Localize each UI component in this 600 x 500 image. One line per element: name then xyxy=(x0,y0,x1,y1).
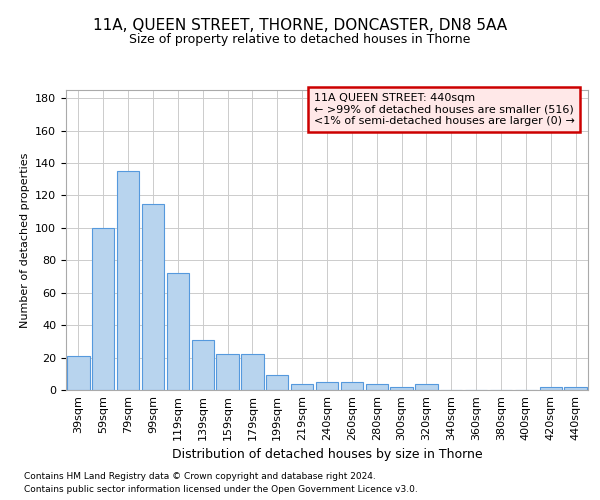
Bar xyxy=(391,387,413,390)
Bar xyxy=(92,228,115,390)
Bar xyxy=(365,384,388,390)
Text: 11A QUEEN STREET: 440sqm
← >99% of detached houses are smaller (516)
<1% of semi: 11A QUEEN STREET: 440sqm ← >99% of detac… xyxy=(314,93,575,126)
Bar xyxy=(341,382,363,390)
Bar xyxy=(415,384,437,390)
Y-axis label: Number of detached properties: Number of detached properties xyxy=(20,152,29,328)
Bar xyxy=(117,171,139,390)
Bar xyxy=(316,382,338,390)
Bar xyxy=(167,273,189,390)
Bar xyxy=(291,384,313,390)
Bar xyxy=(539,387,562,390)
Bar xyxy=(565,387,587,390)
Text: Size of property relative to detached houses in Thorne: Size of property relative to detached ho… xyxy=(130,32,470,46)
Bar xyxy=(217,354,239,390)
Text: 11A, QUEEN STREET, THORNE, DONCASTER, DN8 5AA: 11A, QUEEN STREET, THORNE, DONCASTER, DN… xyxy=(93,18,507,32)
Bar xyxy=(241,354,263,390)
X-axis label: Distribution of detached houses by size in Thorne: Distribution of detached houses by size … xyxy=(172,448,482,461)
Bar xyxy=(266,376,289,390)
Bar xyxy=(142,204,164,390)
Text: Contains HM Land Registry data © Crown copyright and database right 2024.: Contains HM Land Registry data © Crown c… xyxy=(24,472,376,481)
Text: Contains public sector information licensed under the Open Government Licence v3: Contains public sector information licen… xyxy=(24,485,418,494)
Bar xyxy=(67,356,89,390)
Bar xyxy=(191,340,214,390)
